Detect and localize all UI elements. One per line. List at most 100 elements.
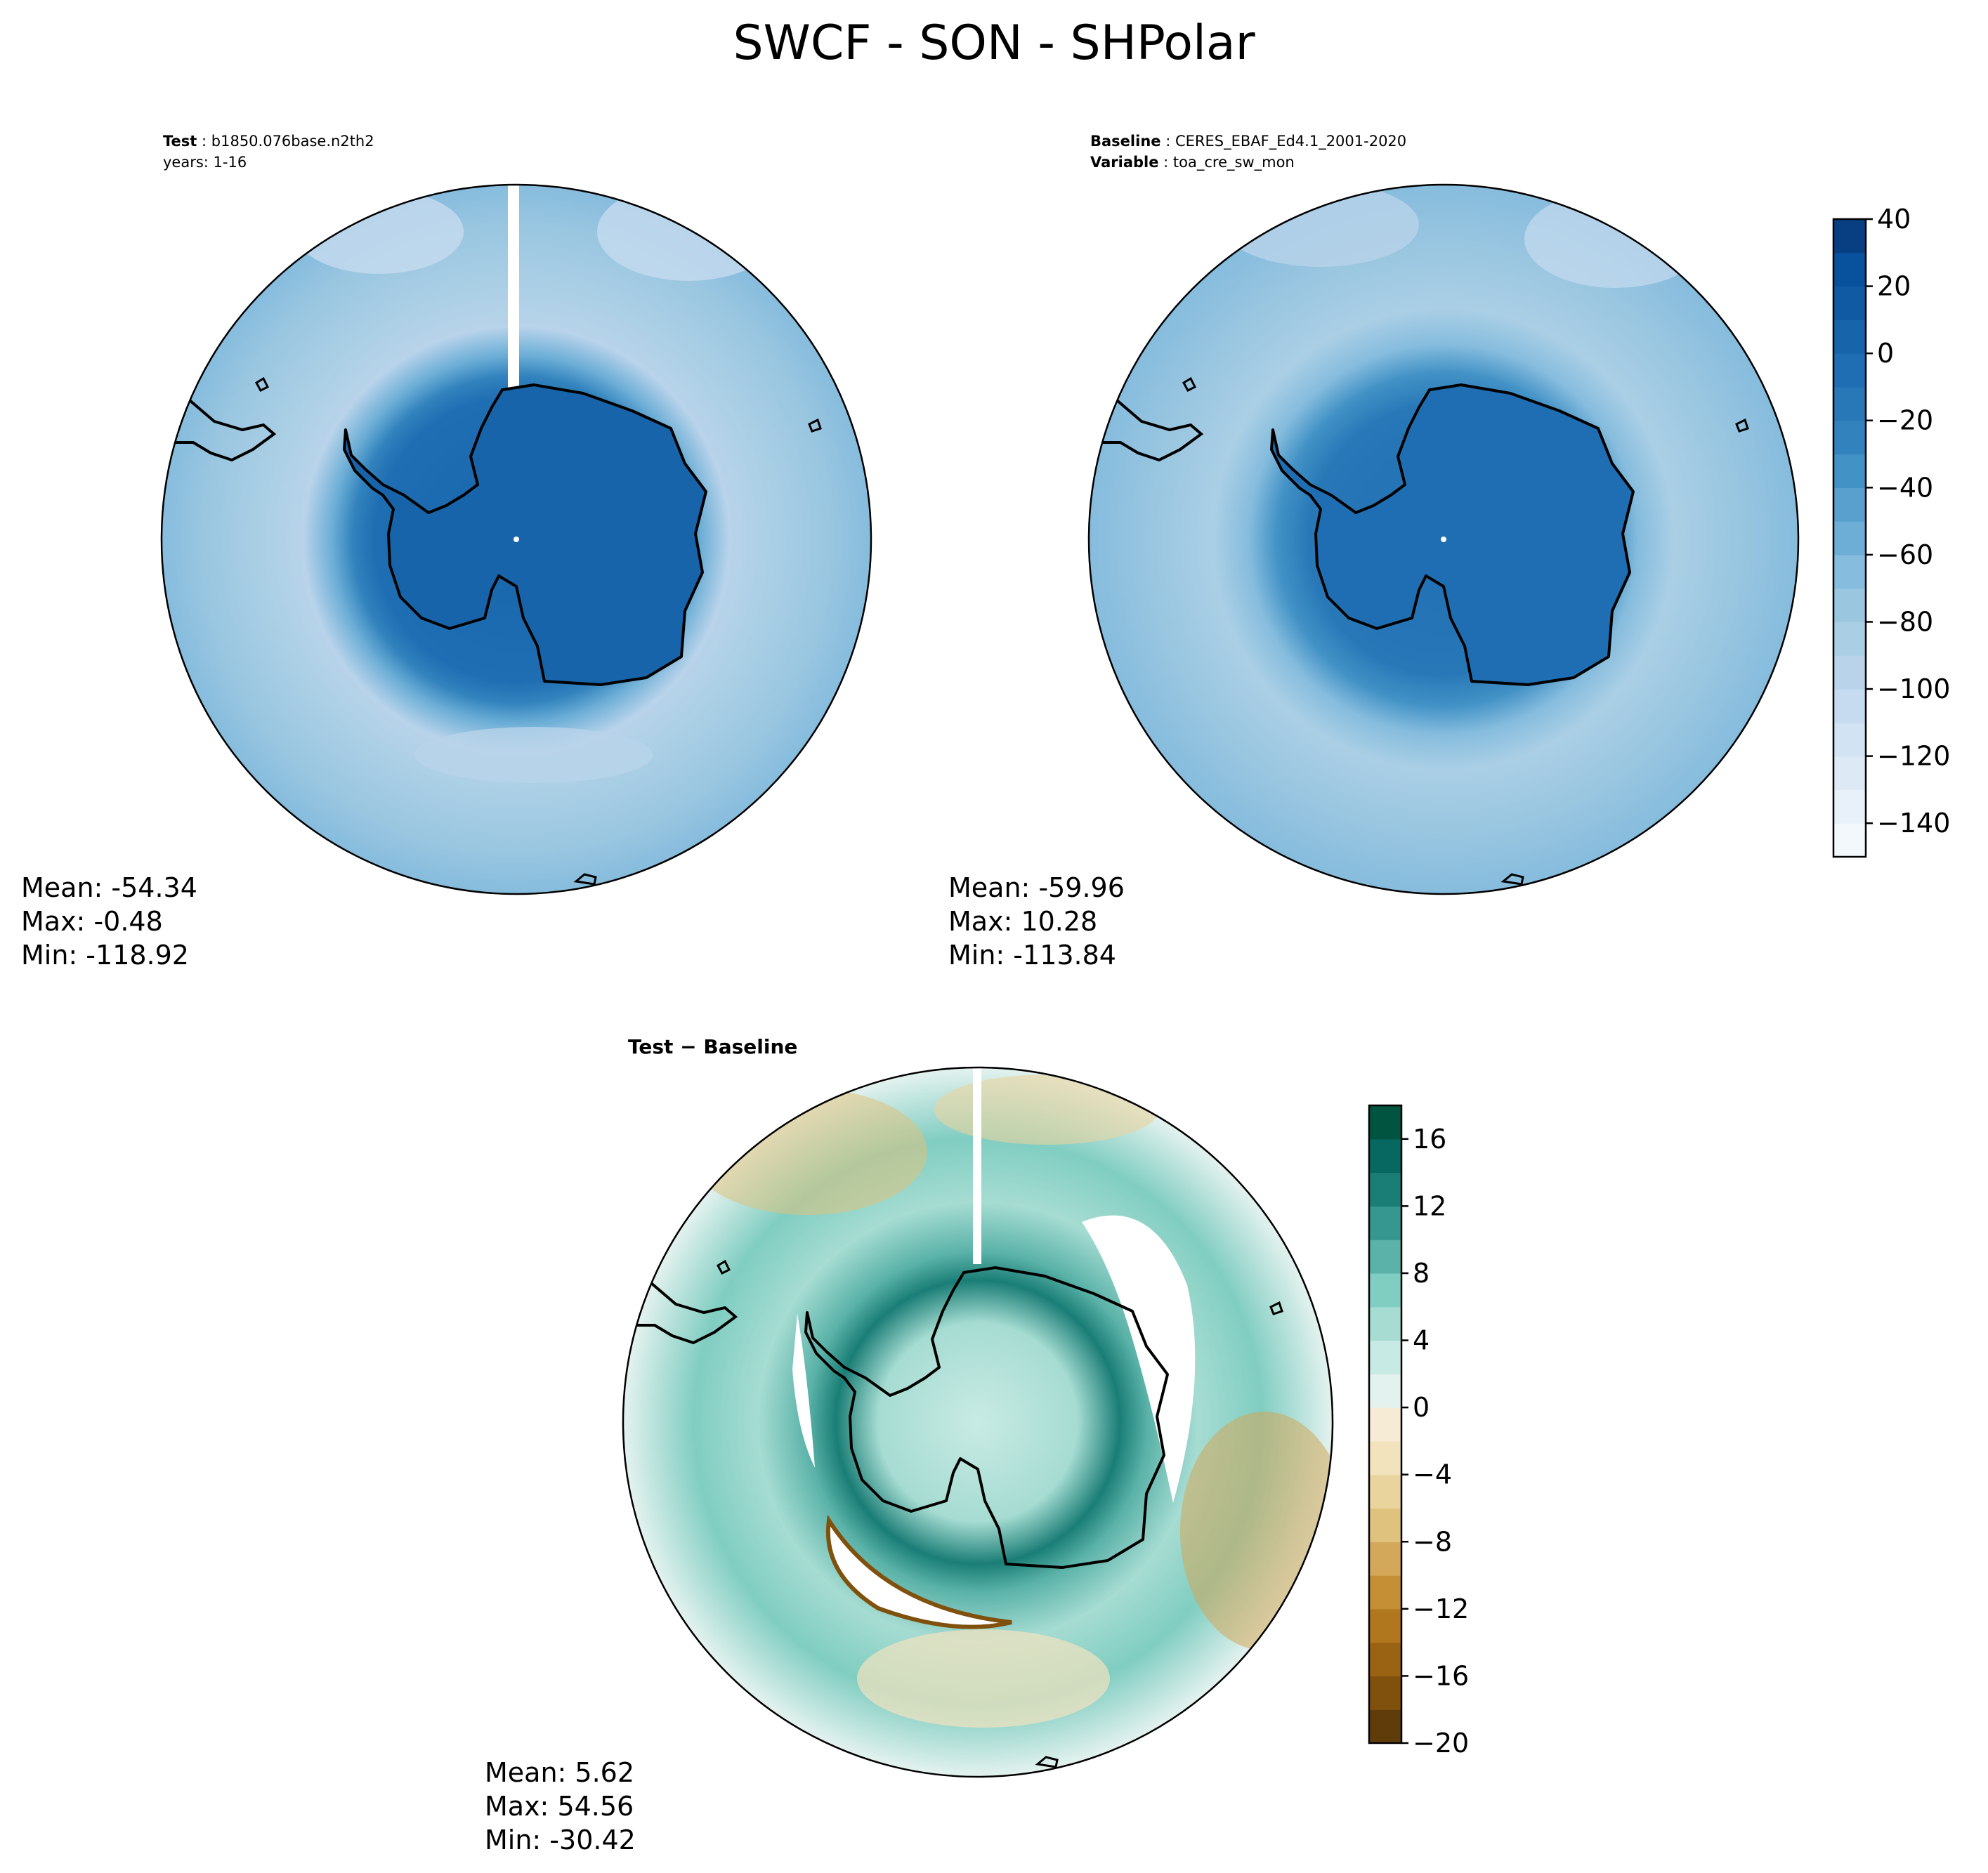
diff-missing-arc-se xyxy=(825,1514,1012,1629)
diff-south-america-tip xyxy=(637,1282,738,1345)
test-island-right xyxy=(808,418,822,433)
test-min: Min: -118.92 xyxy=(21,940,189,971)
test-colon: : xyxy=(197,133,211,150)
diff-min: Min: -30.42 xyxy=(485,1825,636,1855)
colorbar-diff-band-16 xyxy=(1369,1172,1401,1207)
diff-map xyxy=(622,1066,1334,1778)
colorbar-diff-band-5 xyxy=(1369,1542,1401,1576)
colorbar-diff-band-17 xyxy=(1369,1138,1401,1174)
colorbar-diff-tick-label-5: 0 xyxy=(1413,1392,1430,1423)
baseline-colon: : xyxy=(1160,133,1175,150)
colorbar-main-band-6 xyxy=(1833,622,1866,656)
test-south-america-tip xyxy=(176,399,277,462)
colorbar-diff-band-4 xyxy=(1369,1575,1401,1610)
diff-cream-patch-s xyxy=(857,1629,1110,1728)
test-antarctica-outline xyxy=(343,383,707,686)
colorbar-main-band-4 xyxy=(1833,689,1866,723)
test-map-border xyxy=(160,183,872,895)
colorbar-main-band-8 xyxy=(1833,554,1866,589)
colorbar-main-band-13 xyxy=(1833,386,1866,421)
variable-colon: : xyxy=(1158,154,1173,171)
colorbar-diff-band-3 xyxy=(1369,1608,1401,1643)
test-light-patch-2 xyxy=(597,185,780,281)
colorbar-main-band-3 xyxy=(1833,722,1866,757)
colorbar-diff-band-11 xyxy=(1369,1340,1401,1374)
colorbar-diff-band-6 xyxy=(1369,1508,1401,1542)
colorbar-diff-band-9 xyxy=(1369,1407,1401,1442)
colorbar-main-band-1 xyxy=(1833,789,1866,824)
colorbar-diff-frame xyxy=(1368,1104,1403,1744)
colorbar-main-tick-label-4: −60 xyxy=(1877,539,1933,570)
diff-mean: Mean: 5.62 xyxy=(485,1757,635,1788)
diff-island-bottom xyxy=(1035,1756,1059,1768)
baseline-island-right xyxy=(1735,418,1749,433)
colorbar-main-band-0 xyxy=(1833,823,1866,857)
baseline-island-bottom xyxy=(1500,873,1524,886)
colorbar-diff-band-15 xyxy=(1369,1206,1401,1240)
baseline-label-value: CERES_EBAF_Ed4.1_2001-2020 xyxy=(1175,133,1407,150)
test-stats: Mean: -54.34 Max: -0.48 Min: -118.92 xyxy=(21,871,197,972)
colorbar-main-band-11 xyxy=(1833,454,1866,488)
colorbar-diff-tick-label-9: 16 xyxy=(1413,1124,1446,1155)
colorbar-main-band-14 xyxy=(1833,353,1866,388)
colorbar-diff-band-14 xyxy=(1369,1240,1401,1274)
colorbar-main-tick-label-0: −140 xyxy=(1877,808,1950,839)
page-title: SWCF - SON - SHPolar xyxy=(733,15,1255,71)
test-falklands xyxy=(254,376,270,392)
test-island-bottom xyxy=(573,873,597,886)
test-header: Test : b1850.076base.n2th2 years: 1-16 xyxy=(163,131,374,173)
colorbar-main-tick-label-3: −80 xyxy=(1877,606,1933,637)
colorbar-main-band-18 xyxy=(1833,219,1866,254)
test-label-value: b1850.076base.n2th2 xyxy=(211,133,374,150)
diff-missing-arc-w xyxy=(792,1313,815,1468)
baseline-max: Max: 10.28 xyxy=(948,906,1098,937)
colorbar-main-tick-label-8: 20 xyxy=(1877,271,1911,302)
test-max: Max: -0.48 xyxy=(21,906,163,937)
test-map xyxy=(160,183,872,895)
diff-tan-patch-n xyxy=(934,1074,1159,1145)
baseline-light-patch-2 xyxy=(1524,190,1707,288)
colorbar-diff-tick-label-0: −20 xyxy=(1413,1728,1469,1759)
diff-panel-title: Test − Baseline xyxy=(628,1035,798,1058)
colorbar-main-band-10 xyxy=(1833,487,1866,522)
colorbar-diff-tick-label-7: 8 xyxy=(1413,1258,1430,1289)
colorbar-diff-band-8 xyxy=(1369,1440,1401,1476)
colorbar-diff-band-2 xyxy=(1369,1642,1401,1677)
colorbar-main-band-2 xyxy=(1833,756,1866,791)
baseline-mean: Mean: -59.96 xyxy=(948,872,1125,903)
baseline-header: Baseline : CERES_EBAF_Ed4.1_2001-2020 Va… xyxy=(1090,131,1406,173)
test-light-patch xyxy=(295,190,464,274)
variable-label-value: toa_cre_sw_mon xyxy=(1172,154,1295,171)
colorbar-diff-tick-label-4: −4 xyxy=(1413,1459,1452,1490)
diff-tan-patch-e xyxy=(1180,1412,1333,1650)
colorbar-main-band-15 xyxy=(1833,320,1866,354)
baseline-falklands xyxy=(1182,376,1197,392)
colorbar-main-band-9 xyxy=(1833,521,1866,556)
diff-island-right xyxy=(1269,1301,1283,1315)
diff-missing-wedge xyxy=(973,1067,981,1264)
colorbar-main-frame xyxy=(1832,218,1867,858)
diff-max: Max: 54.56 xyxy=(485,1791,634,1822)
baseline-min: Min: -113.84 xyxy=(948,940,1116,971)
colorbar-main-band-17 xyxy=(1833,252,1866,287)
colorbar-diff-band-0 xyxy=(1369,1709,1401,1744)
test-label-key: Test xyxy=(163,133,197,150)
colorbar-main-tick-label-9: 40 xyxy=(1877,204,1911,235)
colorbar-diff-band-13 xyxy=(1369,1273,1401,1308)
baseline-stats: Mean: -59.96 Max: 10.28 Min: -113.84 xyxy=(948,871,1125,972)
colorbar-diff-band-10 xyxy=(1369,1374,1401,1408)
colorbar-main-band-12 xyxy=(1833,420,1866,455)
colorbar-main-tick-label-1: −120 xyxy=(1877,741,1950,772)
diff-map-border xyxy=(622,1066,1334,1778)
diff-falklands xyxy=(716,1259,731,1275)
diff-stats: Mean: 5.62 Max: 54.56 Min: -30.42 xyxy=(485,1756,636,1857)
variable-label-key: Variable xyxy=(1090,154,1159,171)
colorbar-diff-band-18 xyxy=(1369,1105,1401,1140)
baseline-pole-dot xyxy=(1441,537,1446,542)
colorbar-main-band-7 xyxy=(1833,588,1866,623)
colorbar-main: −140 −120 −100 −80 −60 −40 −20 0 20 40 xyxy=(1832,204,1950,858)
baseline-light-patch xyxy=(1222,185,1419,267)
colorbar-main-band-16 xyxy=(1833,286,1866,320)
colorbar-main-tick-label-5: −40 xyxy=(1877,472,1933,503)
